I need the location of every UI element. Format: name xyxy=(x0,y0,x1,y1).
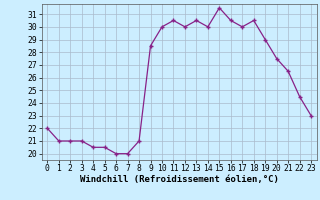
X-axis label: Windchill (Refroidissement éolien,°C): Windchill (Refroidissement éolien,°C) xyxy=(80,175,279,184)
